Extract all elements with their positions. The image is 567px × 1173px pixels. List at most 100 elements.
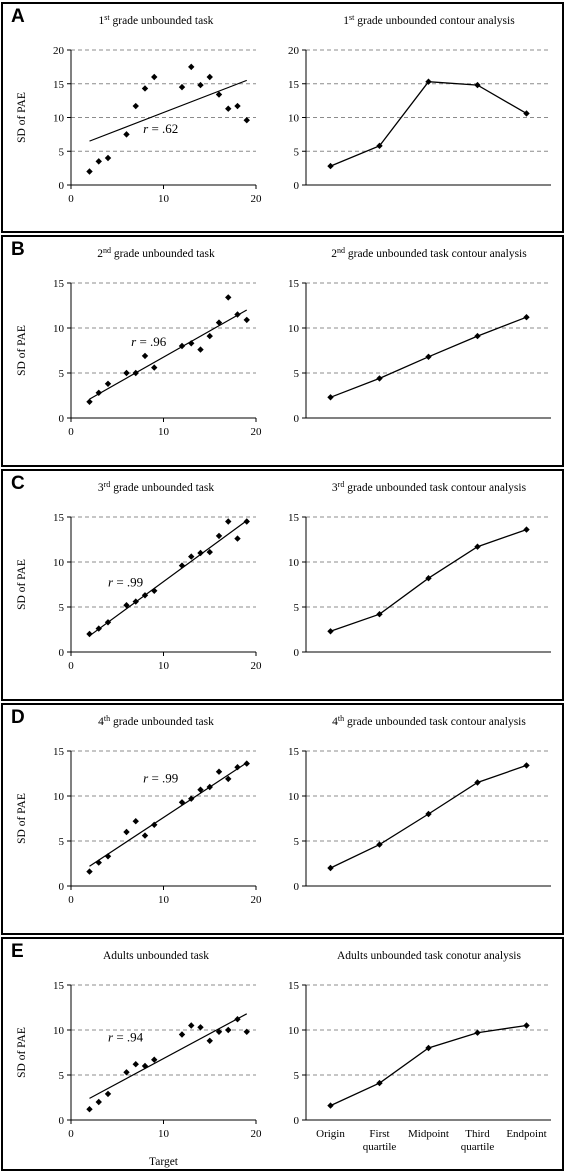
contour-title: 2nd grade unbounded task contour analysi… <box>331 246 527 261</box>
contour-title: 4th grade unbounded task contour analysi… <box>332 714 526 729</box>
scatter-point <box>86 398 93 405</box>
y-tick-label: 10 <box>53 791 65 803</box>
scatter-point <box>215 91 223 98</box>
y-tick-label: 0 <box>59 647 65 659</box>
panel-chart-svg: Adults unbounded task 0 5 10 15 0 10 20 SD of PA… <box>16 950 551 1168</box>
y-axis-label: SD of PAE <box>16 559 28 610</box>
contour-point <box>425 78 432 85</box>
contour-point <box>327 162 334 170</box>
scatter-point <box>178 83 186 91</box>
contour-point <box>425 1044 432 1052</box>
y-tick-label: 0 <box>59 413 65 425</box>
scatter-point <box>197 346 204 353</box>
y-tick-label: 5 <box>59 602 65 614</box>
fit-line <box>89 520 248 637</box>
scatter-point <box>197 549 204 557</box>
y-tick-label: 10 <box>288 113 300 125</box>
panel-d: D 4th grade unbounded task 0 5 10 15 0 10 20 SD o… <box>1 703 564 935</box>
fit-line <box>89 1013 248 1099</box>
contour-point <box>523 314 530 321</box>
scatter-point <box>243 117 250 124</box>
contour-point <box>474 332 481 340</box>
y-tick-label: 15 <box>53 512 65 524</box>
contour-line <box>330 81 527 167</box>
scatter-point <box>123 828 130 836</box>
scatter-point <box>141 352 149 360</box>
contour-point <box>474 779 481 786</box>
y-tick-label: 5 <box>294 602 300 614</box>
category-label: First quartile <box>363 1128 397 1153</box>
panel-e: E Adults unbounded task 0 5 10 15 0 10 20 SD of P… <box>1 937 564 1171</box>
scatter-point <box>225 294 232 301</box>
x-tick-label: 10 <box>158 1128 170 1140</box>
scatter-point <box>95 859 102 866</box>
contour-point <box>474 81 481 89</box>
correlation-label: r = .62 <box>143 121 178 136</box>
y-tick-label: 0 <box>294 413 300 425</box>
x-tick-label: 20 <box>251 894 263 906</box>
correlation-label: r = .99 <box>108 574 143 589</box>
panel-a: A 1st grade unbounded task 0 5 10 15 20 0 10 20 SD… <box>1 2 564 233</box>
y-axis-label: SD of PAE <box>16 325 28 376</box>
y-tick-label: 10 <box>53 557 65 569</box>
x-tick-label: 10 <box>158 193 170 205</box>
scatter-point <box>188 340 195 347</box>
y-tick-label: 0 <box>59 1115 65 1127</box>
scatter-point <box>104 380 112 387</box>
y-tick-label: 10 <box>53 1025 65 1037</box>
correlation-label: r = .96 <box>131 334 167 349</box>
scatter-point <box>123 369 130 377</box>
panel-b: B 2nd grade unbounded task 0 5 10 15 0 10 20 SD o… <box>1 235 564 467</box>
category-label: Third quartile <box>461 1128 495 1153</box>
contour-point <box>376 375 383 382</box>
scatter-point <box>178 1031 186 1038</box>
scatter-point <box>206 73 213 81</box>
y-tick-label: 15 <box>53 746 65 758</box>
scatter-point <box>225 518 232 525</box>
correlation-label: r = .99 <box>143 771 178 786</box>
y-tick-label: 10 <box>288 323 300 335</box>
y-tick-label: 0 <box>59 180 65 192</box>
contour-point <box>376 841 383 848</box>
x-tick-label: 0 <box>68 1128 74 1140</box>
y-tick-label: 20 <box>53 45 65 57</box>
y-tick-label: 0 <box>294 180 300 192</box>
fit-line <box>89 309 248 400</box>
scatter-point <box>141 85 149 92</box>
y-tick-label: 15 <box>288 278 300 290</box>
y-tick-label: 20 <box>288 45 300 57</box>
contour-point <box>523 110 530 117</box>
x-tick-label: 20 <box>251 193 263 205</box>
y-tick-label: 5 <box>294 836 300 848</box>
scatter-point <box>178 342 186 350</box>
contour-point <box>376 142 383 150</box>
y-tick-label: 15 <box>53 278 65 290</box>
x-tick-label: 0 <box>68 426 74 438</box>
scatter-point <box>86 868 93 875</box>
y-tick-label: 5 <box>59 1070 65 1082</box>
y-tick-label: 10 <box>53 113 65 125</box>
y-tick-label: 0 <box>294 881 300 893</box>
x-tick-label: 10 <box>158 426 170 438</box>
panel-chart-svg: 3rd grade unbounded task 0 5 10 15 0 10 20 SD of… <box>16 480 551 672</box>
scatter-point <box>243 518 250 525</box>
scatter-point <box>188 63 195 71</box>
y-tick-label: 0 <box>59 881 65 893</box>
scatter-point <box>151 364 158 371</box>
scatter-point <box>243 316 250 324</box>
scatter-point <box>132 369 139 377</box>
scatter-point <box>95 158 102 165</box>
panel-chart-svg: 4th grade unbounded task 0 5 10 15 0 10 20 SD of… <box>16 714 551 906</box>
scatter-point <box>86 1106 93 1113</box>
category-label: Origin <box>316 1128 345 1140</box>
contour-point <box>474 543 481 550</box>
category-label: Midpoint <box>408 1128 449 1140</box>
panel-letter: C <box>11 473 25 494</box>
x-tick-label: 20 <box>251 660 263 672</box>
scatter-point <box>132 818 139 825</box>
x-tick-label: 0 <box>68 193 74 205</box>
panel-letter: B <box>11 239 25 260</box>
y-tick-label: 15 <box>53 79 65 91</box>
y-tick-label: 15 <box>288 980 300 992</box>
